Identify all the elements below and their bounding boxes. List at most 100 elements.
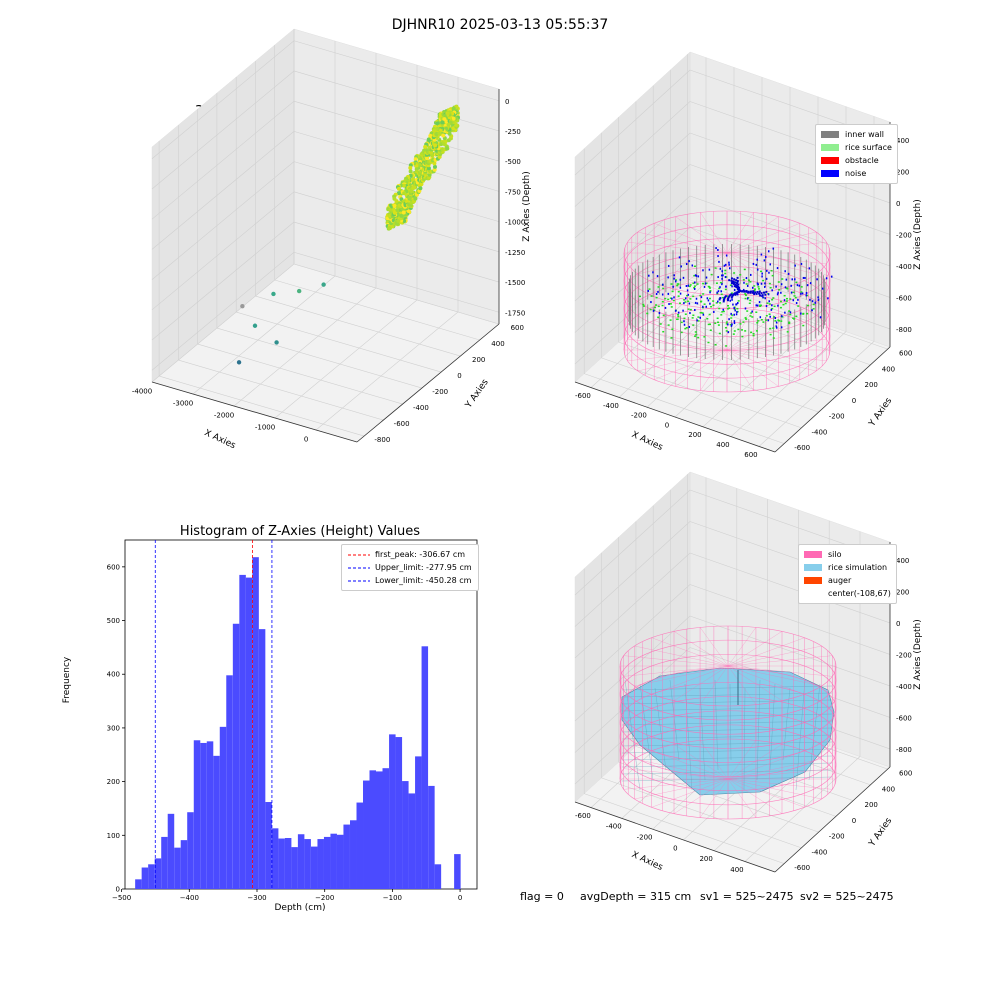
rice-surface-point [784, 302, 787, 305]
rice-surface-point [725, 321, 728, 323]
noise-point [733, 320, 736, 323]
rice-surface-point [729, 284, 732, 286]
rice-surface-point [749, 281, 752, 283]
z-axis-label: Z Axies (Depth) [522, 171, 532, 242]
noise-point [764, 285, 766, 288]
noise-point [767, 250, 770, 253]
noise-point [809, 282, 812, 285]
rice-surface-point [780, 320, 783, 322]
x-tick-label: -3000 [173, 399, 193, 407]
noise-point [746, 284, 749, 287]
rice-surface-point [700, 300, 703, 303]
noise-cluster-point [745, 290, 748, 293]
data-point [445, 146, 450, 151]
legend-swatch [821, 170, 839, 177]
noise-point [736, 311, 738, 314]
noise-point [764, 297, 766, 300]
silo-wireframe-spoke [726, 349, 779, 387]
noise-cluster-point [728, 295, 731, 298]
histogram-bar [232, 623, 240, 889]
silo-wireframe-spoke [675, 216, 728, 254]
rice-surface-point [648, 288, 651, 290]
rice-surface-point [709, 323, 712, 326]
silo-wireframe-spoke [673, 631, 729, 667]
grid-z [293, 70, 500, 132]
noise-point [819, 316, 822, 319]
rice-surface-point [695, 333, 698, 336]
rice-surface-point [728, 307, 731, 309]
x-tick-label: -1000 [255, 423, 275, 431]
y-tick-label: -200 [829, 833, 845, 841]
histogram-bar [245, 577, 253, 889]
data-point [445, 111, 450, 116]
x-tick-label: 400 [730, 866, 743, 874]
histogram-bar [415, 756, 422, 889]
noise-point [683, 302, 685, 305]
noise-point [688, 302, 691, 305]
data-point [447, 131, 452, 136]
grid-y [216, 327, 422, 389]
legend-item-rice-surface: rice surface [821, 141, 892, 154]
noise-point [795, 302, 798, 305]
noise-point [667, 264, 670, 267]
rice-surface-point [684, 327, 687, 330]
grid-y [635, 326, 837, 397]
rice-surface-point [739, 274, 742, 276]
rice-surface-point [759, 305, 762, 307]
noise-point [760, 253, 763, 256]
noise-cluster-point [758, 292, 761, 295]
data-point [437, 131, 442, 136]
y-tick-label: 600 [899, 350, 912, 358]
rice-surface-point [710, 273, 713, 276]
surface-mesh-line [624, 679, 641, 791]
rice-surface-point [684, 301, 687, 303]
rice-surface-point [765, 319, 768, 321]
histogram-bar [226, 675, 233, 889]
rice-surface-point [772, 297, 775, 299]
silo-wireframe-spoke [727, 778, 805, 808]
footer-avgdepth: avgDepth = 315 cm [580, 890, 692, 903]
noise-point [728, 261, 730, 264]
noise-point [827, 297, 829, 300]
silo-wireframe-spoke [623, 778, 729, 790]
silo-wireframe-spoke [627, 349, 728, 362]
surface-mesh-line [621, 769, 833, 775]
silo-wireframe-spoke [623, 665, 729, 677]
y-axis-line [774, 766, 891, 873]
y-tick-label: 400 [107, 671, 120, 679]
data-point [446, 122, 451, 127]
noise-point [784, 270, 786, 273]
rice-surface-point [782, 303, 785, 306]
noise-point [677, 311, 680, 314]
noise-point [830, 275, 833, 278]
rice-surface-point [797, 305, 800, 307]
noise-point [647, 289, 649, 292]
histogram-bar [135, 879, 142, 889]
rice-surface-point [754, 288, 757, 290]
rice-surface-point [669, 319, 672, 321]
noise-point [679, 278, 682, 281]
y-axis-label: Y Axies [867, 816, 895, 849]
rice-surface-point [687, 300, 690, 303]
silo-wireframe-spoke [651, 637, 729, 667]
grid-y [236, 311, 442, 373]
rice-surface-point [768, 313, 771, 315]
legend-swatch [804, 577, 822, 584]
y-tick-label: 600 [107, 563, 120, 571]
panel3-title: Histogram of Z-Axies (Height) Values [179, 524, 421, 539]
histogram-bar [408, 793, 416, 889]
x-tick-label: 200 [688, 431, 701, 439]
data-point [425, 156, 430, 161]
rice-surface-point [757, 286, 760, 288]
silo-wireframe-spoke [727, 665, 783, 701]
z-tick-label: 200 [896, 589, 909, 597]
rice-surface-point [721, 296, 724, 299]
silo-wireframe-spoke [654, 349, 728, 380]
noise-point [775, 321, 778, 324]
grid-z [689, 195, 891, 267]
x-tick-label: -200 [637, 834, 653, 842]
rice-surface-point [655, 296, 658, 299]
rice-surface-point [689, 308, 692, 311]
y-tick-label: 400 [882, 785, 895, 793]
